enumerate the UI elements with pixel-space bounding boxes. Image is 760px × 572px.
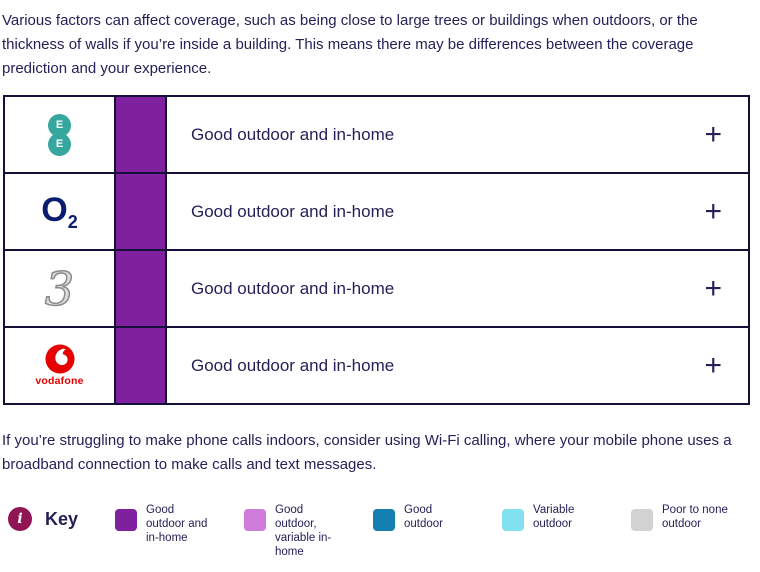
key-item-label: Good outdoor	[404, 504, 444, 530]
coverage-intro-paragraph: Various factors can affect coverage, suc…	[2, 12, 698, 77]
info-icon: i	[8, 507, 32, 531]
key-item-label: Good outdoor, variable in- home	[275, 504, 332, 558]
coverage-swatch-o2	[114, 172, 167, 251]
o2-logo: O2	[41, 191, 77, 232]
key-item-label: Good outdoor and in-home	[146, 504, 208, 544]
ee-circle-bottom: E	[48, 132, 71, 156]
key-title: Key	[45, 508, 79, 529]
key-item-good-outdoor: Good outdoor	[373, 503, 502, 559]
coverage-key: i Key Good outdoor and in-home Good outd…	[8, 503, 760, 559]
coverage-status-text: Good outdoor and in-home	[191, 201, 395, 221]
key-item-poor-to-none-outdoor: Poor to none outdoor	[631, 503, 760, 559]
coverage-status-text: Good outdoor and in-home	[191, 355, 395, 375]
ee-logo-cell: E E	[3, 95, 116, 174]
key-item-good-outdoor-in-home: Good outdoor and in-home	[115, 503, 244, 559]
vodafone-speechmark-icon	[44, 344, 75, 374]
coverage-swatch-ee	[114, 95, 167, 174]
key-swatch-blue	[373, 509, 395, 531]
three-logo-cell: 3	[3, 249, 116, 328]
wifi-calling-paragraph: If you’re struggling to make phone calls…	[2, 432, 732, 473]
ee-circle-top: E	[48, 113, 71, 137]
key-item-good-outdoor-variable-in-home: Good outdoor, variable in- home	[244, 503, 373, 559]
vodafone-logo-cell: vodafone	[3, 326, 116, 405]
coverage-status-cell: Good outdoor and in-home +	[165, 249, 750, 328]
coverage-row-o2[interactable]: O2 Good outdoor and in-home +	[3, 172, 750, 251]
o2-logo-cell: O2	[3, 172, 116, 251]
expand-button-three[interactable]: +	[704, 271, 722, 305]
three-logo: 3	[44, 261, 75, 316]
expand-button-o2[interactable]: +	[704, 194, 722, 228]
key-item-variable-outdoor: Variable outdoor	[502, 503, 631, 559]
key-header: i Key	[8, 507, 115, 531]
o2-logo-subscript: 2	[67, 211, 78, 232]
vodafone-wordmark: vodafone	[35, 375, 84, 387]
coverage-status-text: Good outdoor and in-home	[191, 278, 395, 298]
coverage-row-vodafone[interactable]: vodafone Good outdoor and in-home +	[3, 326, 750, 405]
vodafone-logo: vodafone	[35, 344, 83, 387]
coverage-row-ee[interactable]: E E Good outdoor and in-home +	[3, 95, 750, 174]
coverage-table: E E Good outdoor and in-home + O2 Good o…	[3, 95, 750, 405]
o2-logo-letter: O	[41, 190, 68, 229]
coverage-status-cell: Good outdoor and in-home +	[165, 95, 750, 174]
key-swatch-grey	[631, 509, 653, 531]
key-item-label: Variable outdoor	[533, 504, 575, 530]
key-swatch-lilac	[244, 509, 266, 531]
ee-logo: E E	[48, 113, 71, 156]
key-swatch-cyan	[502, 509, 524, 531]
key-swatch-purple	[115, 509, 137, 531]
coverage-row-three[interactable]: 3 Good outdoor and in-home +	[3, 249, 750, 328]
coverage-swatch-three	[114, 249, 167, 328]
key-item-label: Poor to none outdoor	[662, 504, 728, 530]
expand-button-vodafone[interactable]: +	[704, 348, 722, 382]
expand-button-ee[interactable]: +	[704, 117, 722, 151]
coverage-status-cell: Good outdoor and in-home +	[165, 172, 750, 251]
coverage-swatch-vodafone	[114, 326, 167, 405]
coverage-status-cell: Good outdoor and in-home +	[165, 326, 750, 405]
coverage-status-text: Good outdoor and in-home	[191, 124, 395, 144]
key-items: Good outdoor and in-home Good outdoor, v…	[115, 503, 760, 559]
